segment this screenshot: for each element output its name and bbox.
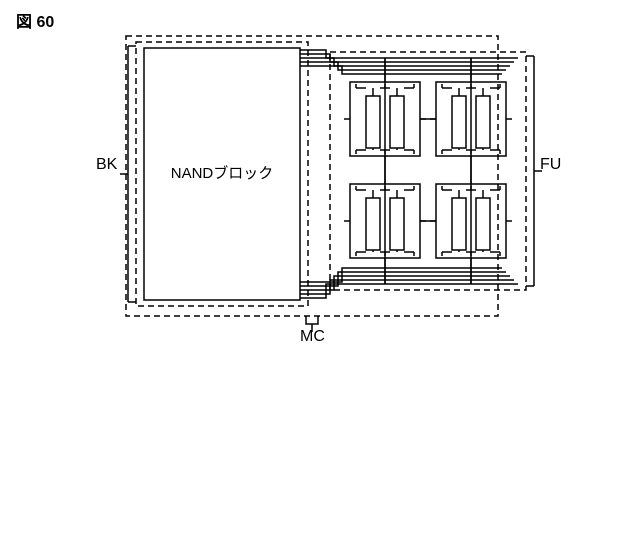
- figure-title: 図 60: [16, 8, 54, 32]
- diagram-svg: NANDブロック: [0, 0, 640, 543]
- label-bk: BK: [96, 156, 117, 174]
- label-mc: MC: [300, 328, 325, 346]
- label-fu: FU: [540, 156, 561, 174]
- nand-block-text: NANDブロック: [171, 164, 274, 182]
- page-root: 図 60 BK FU MC NANDブロック: [0, 0, 640, 543]
